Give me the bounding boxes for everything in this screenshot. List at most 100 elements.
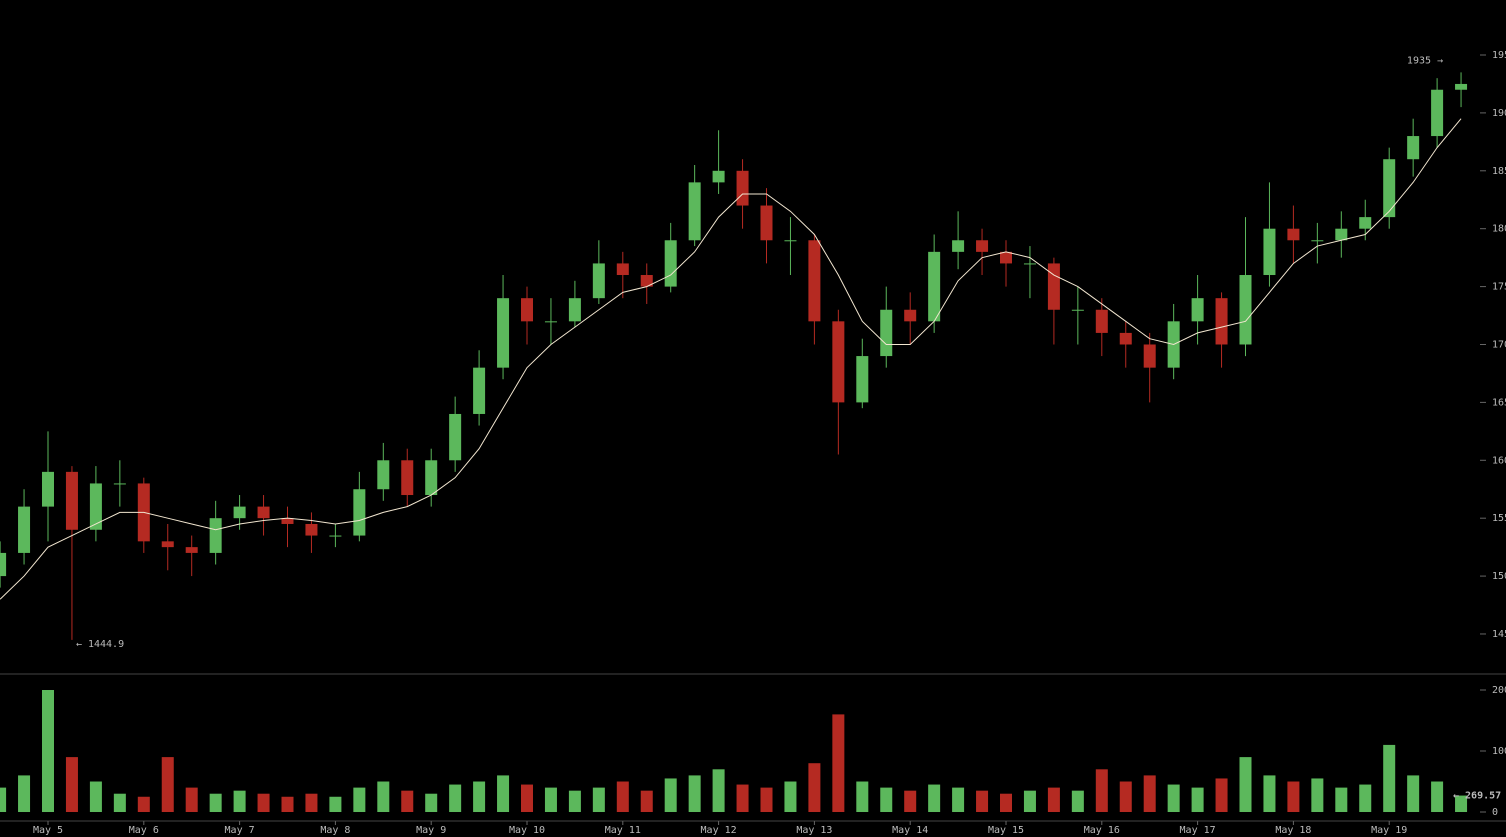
x-tick-label: May 10 — [509, 825, 545, 836]
low-annotation: ← 1444.9 — [76, 639, 124, 650]
candle-body — [521, 298, 533, 322]
high-annotation: 1935 → — [1407, 55, 1443, 66]
volume-bar — [185, 787, 198, 813]
volume-bar — [1215, 778, 1228, 813]
volume-bar — [712, 769, 725, 813]
volume-bar — [305, 793, 318, 813]
volume-bar — [928, 784, 941, 813]
volume-bar — [1071, 790, 1084, 813]
volume-bar — [616, 781, 629, 813]
candle-body — [1071, 309, 1084, 311]
x-tick-label: May 19 — [1371, 825, 1407, 836]
volume-bar — [568, 790, 581, 813]
y-tick-label: 1500 — [1492, 571, 1506, 582]
y-tick-label: 1950 — [1492, 50, 1506, 61]
candle-body — [1000, 251, 1012, 264]
candle-body — [329, 535, 342, 537]
volume-bar — [42, 690, 54, 813]
volume-bar — [952, 787, 965, 813]
x-tick-label: May 7 — [225, 825, 255, 836]
volume-bar — [1311, 778, 1324, 813]
volume-bar — [976, 790, 989, 813]
candle-body — [1119, 332, 1132, 345]
volume-bar — [1000, 793, 1012, 813]
candle-body — [832, 321, 845, 403]
candle-body — [1143, 344, 1156, 368]
volume-annotation: ← 269.57 — [1453, 791, 1501, 802]
candle-body — [1335, 228, 1348, 241]
volume-bar — [473, 781, 486, 813]
volume-bar — [544, 787, 557, 813]
candle-body — [760, 205, 773, 241]
candle-body — [42, 471, 54, 507]
candle-body — [1215, 298, 1228, 345]
volume-bar — [377, 781, 390, 813]
volume-bar — [521, 784, 533, 813]
y-tick-label: 1650 — [1492, 397, 1506, 408]
candle-body — [1239, 275, 1252, 345]
volume-bar — [1383, 744, 1396, 813]
candle-body — [305, 523, 318, 536]
y-tick-label: 1800 — [1492, 224, 1506, 235]
y-tick-label: 1450 — [1492, 629, 1506, 640]
candle-body — [616, 263, 629, 276]
volume-bar — [880, 787, 893, 813]
candle-body — [1095, 309, 1108, 333]
candle-body — [18, 506, 31, 553]
volume-bar — [832, 714, 845, 813]
candle-body — [1191, 298, 1204, 322]
candle-body — [377, 460, 390, 490]
volume-bar — [856, 781, 869, 813]
volume-bar — [233, 790, 246, 813]
candle-body — [1359, 217, 1372, 229]
volume-bar — [664, 778, 677, 813]
candle-body — [89, 483, 102, 530]
volume-bar — [65, 757, 78, 813]
volume-bar — [736, 784, 749, 813]
candle-body — [640, 275, 653, 287]
candle-body — [1263, 228, 1276, 276]
volume-bar — [281, 796, 294, 813]
y-tick-label: 1850 — [1492, 166, 1506, 177]
x-tick-label: May 12 — [701, 825, 737, 836]
volume-bar — [1095, 769, 1108, 813]
candle-body — [736, 170, 749, 206]
volume-bar — [688, 775, 701, 813]
volume-bar — [1335, 787, 1348, 813]
candle-body — [784, 240, 797, 242]
volume-bar — [640, 790, 653, 813]
volume-bar — [592, 787, 605, 813]
candle-body — [0, 552, 7, 577]
x-tick-label: May 17 — [1180, 825, 1216, 836]
y2-tick-label: 1000 — [1492, 746, 1506, 757]
y-tick-label: 1750 — [1492, 282, 1506, 293]
volume-bar — [425, 793, 438, 813]
candle-body — [281, 518, 294, 524]
x-tick-label: May 9 — [416, 825, 446, 836]
volume-bar — [1191, 787, 1204, 813]
y-tick-label: 1700 — [1492, 339, 1506, 350]
volume-bar — [0, 787, 7, 813]
volume-bar — [1407, 775, 1420, 813]
candle-body — [1023, 263, 1036, 265]
candle-body — [976, 240, 989, 252]
candle-body — [856, 356, 869, 403]
candle-body — [65, 471, 78, 530]
candle-body — [928, 251, 941, 322]
candle-body — [1047, 263, 1060, 310]
candle-body — [233, 506, 246, 519]
x-tick-label: May 6 — [129, 825, 159, 836]
x-tick-label: May 15 — [988, 825, 1024, 836]
volume-bar — [1167, 784, 1180, 813]
volume-bar — [1119, 781, 1132, 813]
volume-bar — [401, 790, 414, 813]
candle-body — [952, 240, 965, 252]
x-tick-label: May 8 — [320, 825, 350, 836]
volume-bar — [784, 781, 797, 813]
x-tick-label: May 5 — [33, 825, 63, 836]
volume-bar — [808, 763, 821, 813]
volume-bar — [1047, 787, 1060, 813]
x-tick-label: May 14 — [892, 825, 928, 836]
volume-bar — [1359, 784, 1372, 813]
